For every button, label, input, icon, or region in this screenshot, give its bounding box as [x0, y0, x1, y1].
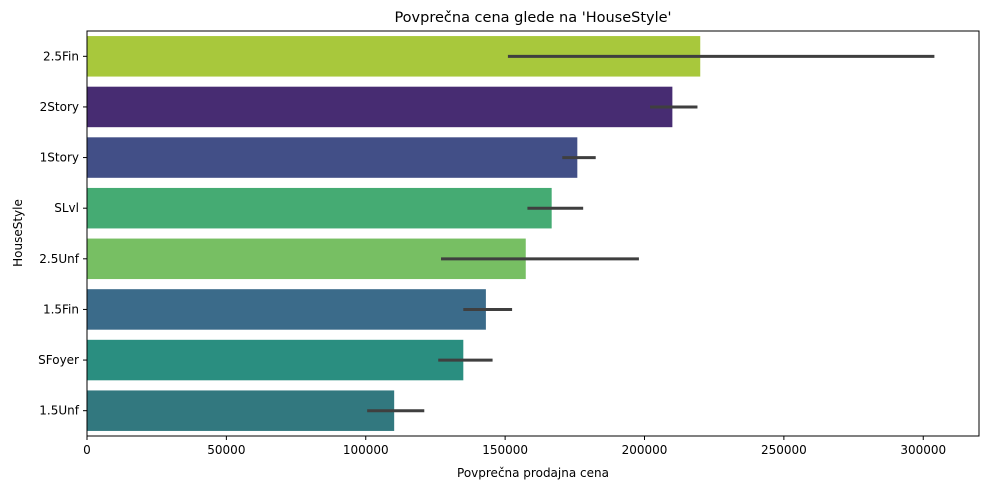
chart-title: Povprečna cena glede na 'HouseStyle'	[394, 10, 671, 26]
x-tick-label: 0	[83, 443, 91, 457]
error-bars-group	[367, 54, 935, 413]
y-tick-label: 2.5Unf	[39, 252, 79, 266]
y-tick-label: SLvl	[54, 201, 79, 215]
y-tick-label: 2Story	[40, 100, 79, 114]
bar-1.5Unf	[87, 390, 395, 431]
y-axis-label: HouseStyle	[11, 199, 25, 267]
x-axis-ticks: 0 50000 100000 150000 200000 250000 300000	[83, 436, 946, 457]
x-axis-label: Povprečna prodajna cena	[457, 466, 609, 480]
bar-2Story	[87, 86, 673, 128]
x-tick-label: 100000	[343, 443, 389, 457]
bars-group	[87, 36, 701, 431]
y-tick-label: SFoyer	[38, 353, 79, 367]
bar-1Story	[87, 137, 578, 178]
y-tick-label: 1.5Unf	[39, 404, 79, 418]
bar-1.5Fin	[87, 289, 486, 330]
x-tick-label: 50000	[207, 443, 245, 457]
x-tick-label: 300000	[900, 443, 946, 457]
plot-frame	[86, 30, 980, 437]
bar-SFoyer	[87, 339, 464, 381]
y-tick-label: 1Story	[40, 151, 79, 165]
y-axis-ticks: 2.5Fin 2Story 1Story SLvl 2.5Unf 1.5Fin SFoyer…	[38, 49, 87, 418]
y-tick-label: 1.5Fin	[43, 302, 79, 316]
x-tick-label: 200000	[622, 443, 668, 457]
x-tick-label: 150000	[482, 443, 528, 457]
x-tick-label: 250000	[761, 443, 807, 457]
y-tick-label: 2.5Fin	[43, 49, 79, 63]
bar-SLvl	[87, 187, 552, 229]
